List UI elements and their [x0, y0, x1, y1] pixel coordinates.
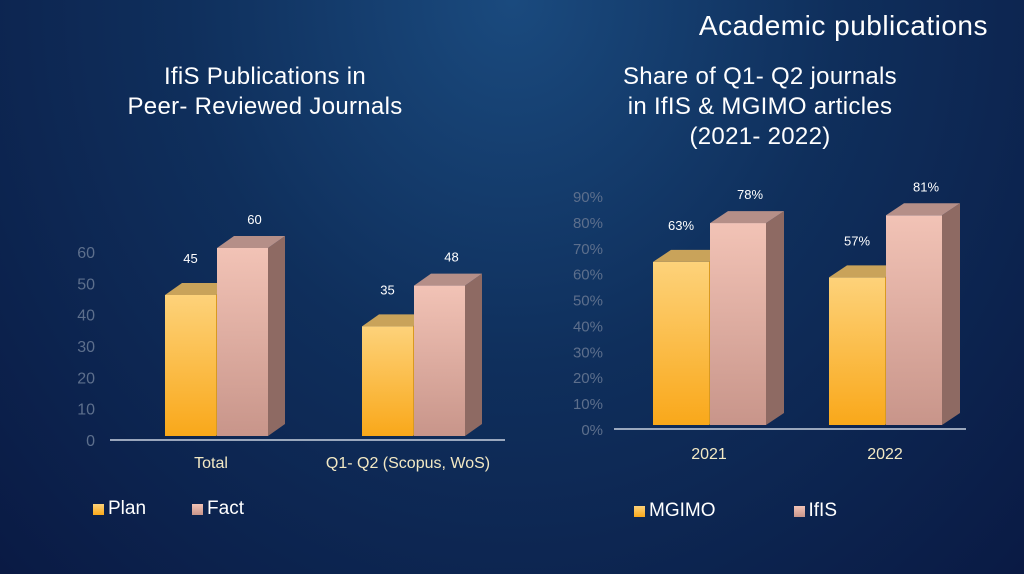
chart1-bar-top	[414, 273, 482, 286]
chart2-title-line1: Share of Q1- Q2 journals	[622, 63, 897, 90]
chart2-ytick-label: 50%	[573, 293, 603, 310]
chart1-ytick-label: 50	[77, 276, 95, 293]
legend-swatch-ifis	[793, 505, 805, 517]
chart1-title-line2: Peer- Reviewed Journals	[127, 93, 403, 120]
chart2-category-label: 2022	[867, 446, 903, 463]
chart1-bar-top	[165, 283, 233, 295]
chart2-ytick-label: 20%	[573, 370, 603, 387]
chart1-data-label: 45	[183, 251, 197, 266]
chart2-ytick-label: 40%	[573, 318, 603, 335]
chart2-ytick-label: 90%	[573, 189, 603, 206]
chart1-bar-fact	[217, 248, 268, 436]
chart1-ytick-label: 20	[77, 370, 95, 387]
chart2-bar-side	[766, 211, 784, 425]
chart2-bar-ifis	[886, 215, 942, 425]
page-title: Academic publications	[698, 10, 988, 41]
chart1-title: IfiS Publications in Peer- Reviewed Jour…	[100, 62, 430, 122]
chart2-ytick-label: 10%	[573, 396, 603, 413]
chart1-ytick-label: 30	[77, 339, 95, 356]
chart2-title-line2: in IfIS & MGIMO articles	[627, 93, 893, 120]
chart2-bar-side	[942, 203, 960, 425]
chart2-data-label: 81%	[913, 179, 939, 194]
legend-label-plan: Plan	[108, 498, 147, 519]
chart2-bar-top	[886, 203, 960, 216]
chart1-legend: Plan Fact	[93, 498, 244, 520]
chart2-data-label: 57%	[844, 233, 870, 248]
legend-swatch-plan	[93, 503, 104, 515]
chart2-ytick-label: 70%	[573, 241, 603, 258]
chart1-bar-plan	[362, 326, 413, 436]
chart2-bar-mgimo	[653, 261, 709, 425]
chart2-ytick-label: 80%	[573, 215, 603, 232]
chart1-bar-side	[268, 236, 285, 436]
chart2-title: Share of Q1- Q2 journals in IfIS & MGIMO…	[590, 62, 930, 152]
chart2-bar-top	[829, 265, 903, 278]
chart2-ytick-label: 60%	[573, 267, 603, 284]
chart1-ytick-label: 40	[77, 308, 95, 325]
chart2-category-label: 2021	[691, 446, 727, 463]
chart2-data-label: 63%	[668, 218, 694, 233]
legend-label-mgimo: MGIMO	[649, 500, 716, 521]
chart1-bar-top	[362, 314, 430, 327]
chart2-bar-mgimo	[829, 277, 885, 425]
chart1-title-line1: IfiS Publications in	[163, 63, 367, 90]
chart2-ytick-label: 30%	[573, 344, 603, 361]
chart2-data-label: 78%	[737, 187, 763, 202]
chart1-ytick-label: 0	[86, 433, 95, 450]
chart1-category-label: Total	[194, 455, 228, 472]
chart1-data-label: 60	[247, 212, 261, 227]
chart1-bar-side	[465, 273, 482, 436]
legend-label-fact: Fact	[207, 498, 244, 519]
chart2-bar-top	[653, 249, 727, 262]
chart2-bar-top	[710, 211, 784, 224]
chart1-data-label: 35	[380, 282, 394, 297]
legend-swatch-fact	[192, 503, 204, 515]
chart1-data-label: 48	[444, 250, 458, 265]
chart1-category-label: Q1- Q2 (Scopus, WoS)	[326, 455, 490, 472]
chart2-bar-ifis	[710, 223, 766, 425]
chart2-ytick-label: 0%	[581, 422, 603, 439]
legend-swatch-mgimo	[634, 505, 645, 517]
chart1-bar-plan	[165, 295, 216, 436]
legend-label-ifis: IfIS	[808, 500, 838, 521]
chart1-ytick-label: 10	[77, 402, 95, 419]
chart1-bar-fact	[414, 285, 465, 436]
chart1-ytick-label: 60	[77, 245, 95, 262]
chart2-title-line3: (2021- 2022)	[689, 123, 831, 150]
chart1-bar-top	[217, 236, 285, 248]
chart2-legend: MGIMO IfIS	[634, 500, 837, 522]
